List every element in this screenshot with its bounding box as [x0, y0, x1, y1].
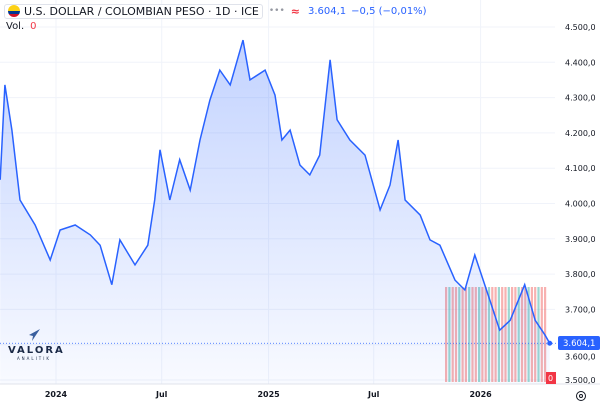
currency-flag-icon	[8, 5, 20, 17]
symbol-button[interactable]: U.S. DOLLAR / COLOMBIAN PESO · 1D · ICE	[4, 3, 263, 19]
price-area	[0, 40, 550, 384]
volume-value: 0	[30, 21, 37, 32]
volume-badge	[546, 372, 556, 384]
chart-header: U.S. DOLLAR / COLOMBIAN PESO · 1D · ICE …	[4, 3, 427, 19]
time-axis[interactable]: 2024 Jul 2025 Jul 2026	[45, 390, 492, 399]
x-tick-label: 2025	[257, 390, 280, 399]
logo-name: VALORA	[8, 345, 65, 356]
price-line	[0, 39, 551, 344]
y-tick-label: 4.500,0	[565, 23, 596, 32]
x-tick-label: Jul	[367, 390, 380, 399]
y-tick-label: 3.700,0	[565, 305, 596, 314]
y-tick-label: 4.400,0	[565, 58, 596, 67]
x-tick-label: Jul	[155, 390, 168, 399]
y-tick-label: 3.900,0	[565, 235, 596, 244]
price-change: −0,5 (−0,01%)	[351, 5, 427, 17]
y-tick-label: 4.200,0	[565, 129, 596, 138]
y-tick-label: 4.100,0	[565, 164, 596, 173]
valora-logo: VALORA ANALITIK	[8, 326, 65, 361]
more-icon[interactable]: •••	[268, 6, 285, 16]
volume-badge-label: 0	[548, 374, 553, 383]
compare-icon[interactable]: ≈	[290, 4, 300, 18]
y-tick-label: 4.300,0	[565, 94, 596, 103]
last-price: 3.604,1	[308, 5, 347, 17]
last-price-badge	[558, 336, 600, 350]
y-tick-label: 4.000,0	[565, 200, 596, 209]
x-tick-label: 2026	[469, 390, 492, 399]
last-price-label: 3.604,1	[563, 339, 595, 349]
x-tick-label: 2024	[45, 390, 68, 399]
y-tick-label: 3.600,0	[565, 352, 596, 361]
logo-sub: ANALITIK	[16, 356, 52, 361]
last-point-marker	[547, 340, 553, 346]
symbol-title: U.S. DOLLAR / COLOMBIAN PESO · 1D · ICE	[24, 4, 259, 18]
volume-label: Vol.	[6, 21, 25, 32]
y-tick-label: 3.500,0	[565, 376, 596, 385]
settings-gear-icon[interactable]	[576, 391, 586, 401]
volume-legend: Vol. 0	[6, 21, 37, 32]
price-axis[interactable]: 4.500,0 4.400,0 4.300,0 4.200,0 4.100,0 4.000…	[565, 23, 596, 385]
y-tick-label: 3.800,0	[565, 270, 596, 279]
logo-mark-icon	[29, 329, 40, 341]
